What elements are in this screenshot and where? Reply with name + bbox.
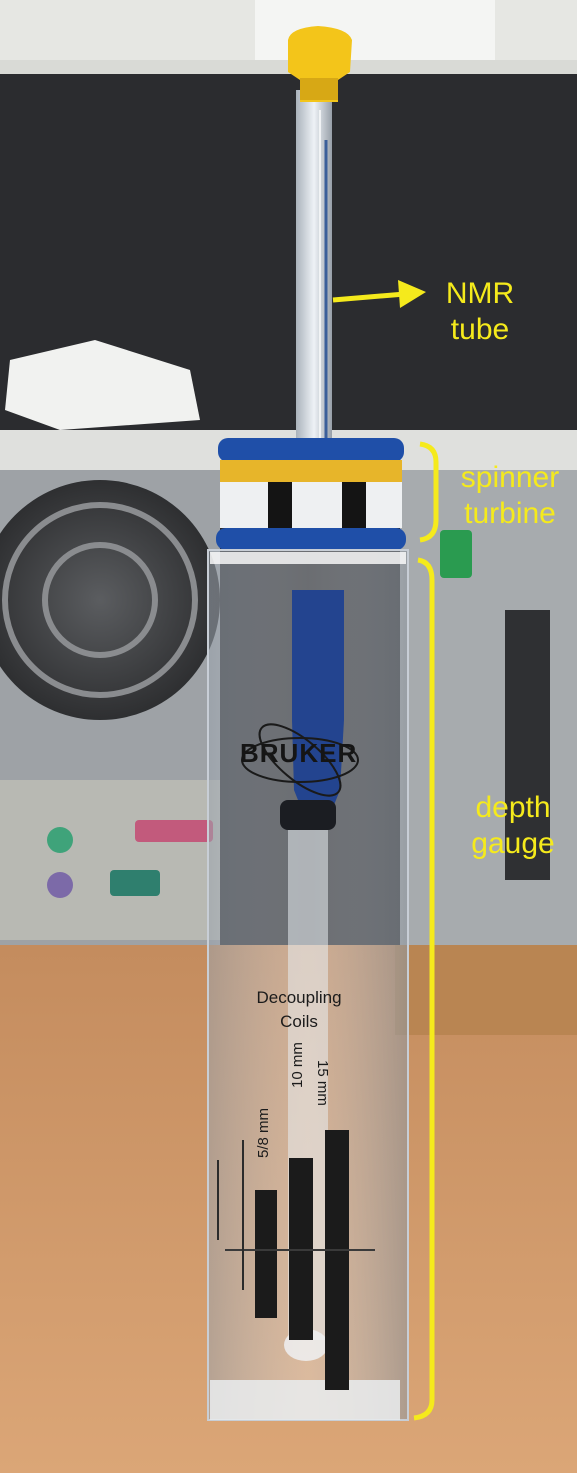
cap-shadow <box>300 78 338 100</box>
mark-5-8mm-label: 5/8 mm <box>255 1107 272 1158</box>
vga-port <box>110 870 160 896</box>
decoupling-coils-label: Decoupling Coils <box>244 986 354 1034</box>
blue-piston <box>292 590 344 810</box>
bruker-logo-orbit <box>241 737 359 783</box>
spinner-label-line-1: spinner <box>460 461 560 494</box>
depth-gauge-bracket <box>413 557 435 1421</box>
serial-port <box>135 820 213 842</box>
fan-grille <box>0 480 220 720</box>
mark-10mm-label: 10 mm <box>289 1042 306 1088</box>
nmr-label-line-2: tube <box>450 313 510 346</box>
paper-stack <box>5 340 200 430</box>
gauge-bar-15mm <box>325 1130 349 1390</box>
dark-slot <box>505 610 550 880</box>
nmr-tube-label: NMR tube <box>430 276 530 348</box>
depth-label-line-1: depth <box>475 791 551 824</box>
spinner-label-line-2: turbine <box>464 497 556 530</box>
nmr-label-line-1: NMR <box>445 277 515 310</box>
io-panel <box>0 780 220 940</box>
green-button <box>440 530 472 578</box>
mark-15mm-label: 15 mm <box>314 1060 331 1106</box>
gauge-top-highlight <box>210 552 406 564</box>
spinner-bottom-ring <box>216 528 406 550</box>
ps2-green-port <box>47 827 73 853</box>
depth-label-line-2: gauge <box>471 827 555 860</box>
spinner-black-mark <box>268 482 292 528</box>
spinner-black-mark <box>342 482 366 528</box>
nmr-tube-arrow-head <box>398 280 426 308</box>
nmr-tube-arrow-shaft <box>332 291 406 303</box>
right-case <box>400 470 577 950</box>
fan-ring <box>2 502 198 698</box>
decoupling-line-2: Coils <box>280 1012 318 1031</box>
piston-seal <box>280 800 336 830</box>
gauge-base <box>210 1380 400 1420</box>
bruker-logo-text: BRUKER <box>240 738 358 768</box>
spinner-top-ring <box>218 438 404 462</box>
desk-back-piece <box>395 945 577 1035</box>
gauge-bar-5-8mm <box>255 1190 277 1318</box>
ps2-purple-port <box>47 872 73 898</box>
depth-gauge-label: depth gauge <box>458 790 568 862</box>
decoupling-line-1: Decoupling <box>256 988 342 1007</box>
spinner-white-band <box>220 482 402 528</box>
spinner-yellow-band <box>220 460 402 482</box>
bruker-logo-orbit <box>258 723 342 797</box>
spinner-turbine-label: spinner turbine <box>448 460 572 532</box>
fan-ring-inner <box>42 542 158 658</box>
spinner-bracket <box>419 441 439 543</box>
